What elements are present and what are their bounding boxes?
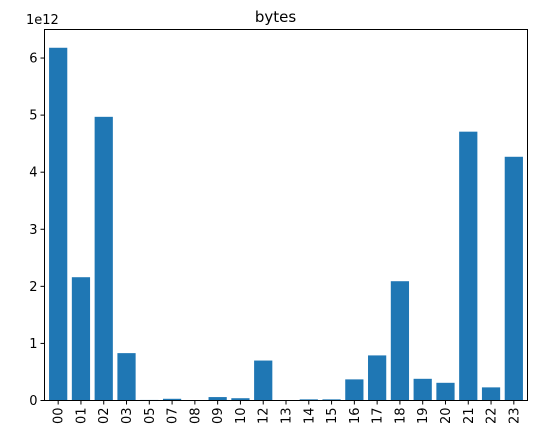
- y-tick-label: 2: [29, 280, 37, 295]
- y-tick-label: 5: [29, 109, 37, 124]
- x-tick-label: 01: [74, 408, 89, 425]
- y-tick-label: 3: [29, 223, 37, 238]
- x-axis: 00 01 02 03 05 07 08 09 10 12 13 14 15 16 17 18 19 20 21 22…: [52, 400, 522, 425]
- bar-22: [481, 387, 501, 401]
- bar-01: [71, 277, 91, 401]
- bar-03: [117, 353, 136, 401]
- y-tick-label: 6: [29, 52, 37, 67]
- x-tick-label: 19: [416, 408, 431, 425]
- x-tick-label: 09: [211, 408, 226, 425]
- bar-19: [413, 378, 432, 401]
- x-tick-label: 21: [462, 408, 477, 425]
- x-tick-label: 00: [52, 408, 67, 425]
- x-tick-label: 23: [507, 408, 522, 425]
- x-tick-label: 14: [302, 408, 317, 425]
- x-tick-label: 12: [257, 408, 272, 425]
- chart-title: bytes: [255, 8, 297, 26]
- x-tick-label: 22: [485, 408, 500, 425]
- bars-group: [49, 47, 523, 401]
- bar-17: [368, 355, 387, 401]
- x-tick-label: 05: [143, 408, 158, 425]
- bar-18: [390, 281, 410, 401]
- x-tick-label: 13: [280, 408, 295, 425]
- bar-23: [504, 156, 523, 401]
- x-tick-label: 15: [325, 408, 340, 425]
- x-tick-label: 08: [188, 408, 203, 425]
- bar-21: [459, 131, 478, 401]
- bar-14: [299, 399, 318, 401]
- y-tick-label: 1: [29, 337, 37, 352]
- bar-02: [94, 116, 113, 401]
- x-tick-label: 03: [120, 408, 135, 425]
- plot-frame: [44, 29, 528, 401]
- y-tick-label: 0: [29, 394, 37, 409]
- x-tick-label: 10: [234, 408, 249, 425]
- bar-12: [254, 360, 273, 401]
- x-tick-label: 16: [348, 408, 363, 425]
- bar-00: [49, 47, 68, 401]
- bar-07: [162, 398, 182, 401]
- x-tick-label: 20: [439, 408, 454, 425]
- bar-10: [231, 398, 250, 401]
- x-tick-label: 07: [166, 408, 181, 425]
- bar-20: [436, 382, 455, 401]
- x-tick-label: 18: [393, 408, 408, 425]
- bar-09: [208, 397, 227, 401]
- y-axis: 0 1 2 3 4 5 6: [29, 52, 45, 409]
- bar-16: [345, 379, 364, 401]
- bar-15: [322, 399, 341, 401]
- y-tick-label: 4: [29, 166, 37, 181]
- y-axis-scale-label: 1e12: [26, 13, 59, 28]
- x-tick-label: 02: [97, 408, 112, 425]
- x-tick-label: 17: [371, 408, 386, 425]
